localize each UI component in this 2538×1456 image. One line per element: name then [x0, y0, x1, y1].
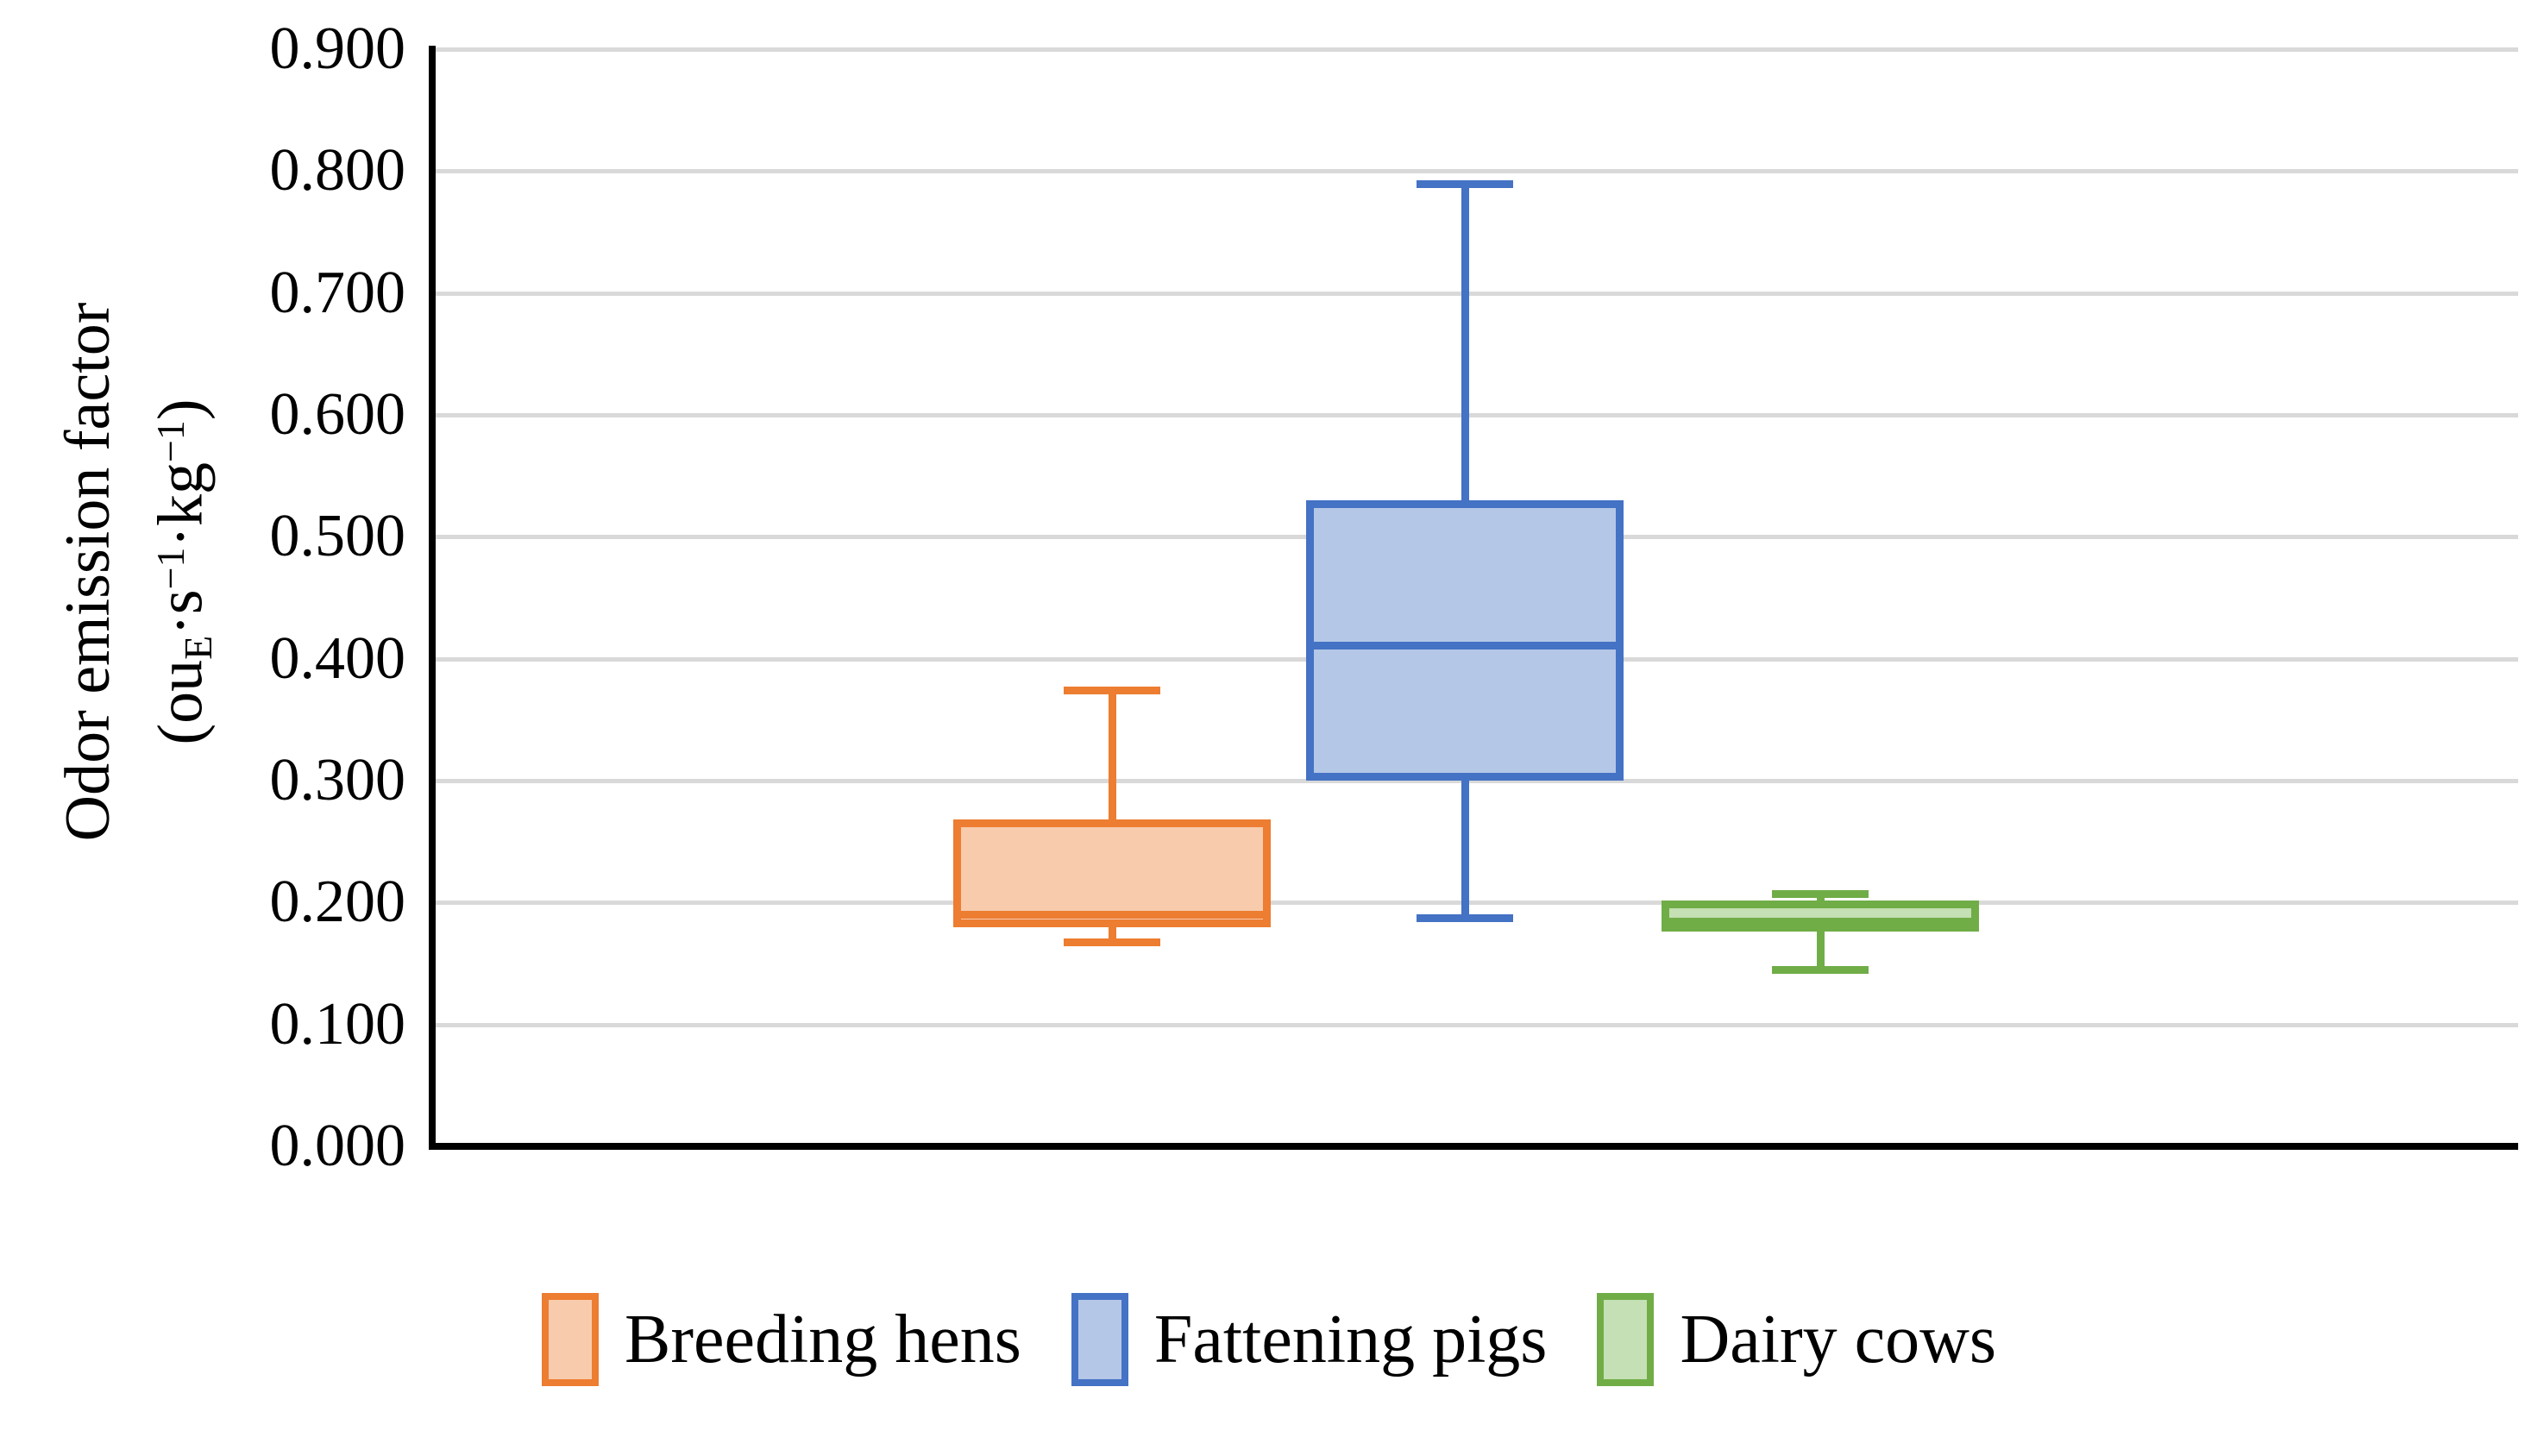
- gridline-0.800: [432, 169, 2518, 174]
- upper-whisker-cap-breeding-hens: [1064, 686, 1160, 694]
- gridline-0.700: [432, 291, 2518, 296]
- y-tick-label-0.800: 0.800: [269, 137, 406, 204]
- y-tick-label-0.900: 0.900: [269, 16, 406, 82]
- upper-whisker-cap-dairy-cows: [1772, 889, 1869, 898]
- legend-item-fattening-pigs: Fattening pigs: [1071, 1292, 1548, 1387]
- box-breeding-hens: [953, 819, 1271, 927]
- upper-whisker-line-breeding-hens: [1108, 690, 1116, 820]
- legend-swatch-breeding-hens: [542, 1293, 599, 1386]
- plot-area: [432, 47, 2518, 1146]
- y-tick-label-0.600: 0.600: [269, 381, 406, 448]
- gridline-0.200: [432, 901, 2518, 906]
- legend-swatch-dairy-cows: [1597, 1293, 1655, 1386]
- lower-whisker-line-fattening-pigs: [1461, 781, 1469, 919]
- gridline-0.300: [432, 779, 2518, 783]
- y-tick-label-0.400: 0.400: [269, 624, 406, 692]
- upper-whisker-cap-fattening-pigs: [1417, 180, 1513, 189]
- x-axis-line: [429, 1143, 2518, 1150]
- y-tick-label-0.700: 0.700: [269, 259, 406, 326]
- legend-label-fattening-pigs: Fattening pigs: [1153, 1302, 1548, 1378]
- median-line-dairy-cows: [1669, 918, 1971, 926]
- y-tick-label-0.000: 0.000: [269, 1113, 406, 1179]
- legend-label-dairy-cows: Dairy cows: [1680, 1302, 1996, 1378]
- legend: Breeding hens Fattening pigs Dairy cows: [0, 1292, 2538, 1387]
- gridline-0.600: [432, 413, 2518, 417]
- gridline-0.900: [432, 47, 2518, 52]
- y-tick-label-0.500: 0.500: [269, 503, 406, 570]
- upper-whisker-line-fattening-pigs: [1461, 184, 1469, 500]
- box-fattening-pigs: [1306, 499, 1624, 781]
- y-axis-line: [429, 46, 436, 1150]
- lower-whisker-line-dairy-cows: [1816, 932, 1825, 970]
- y-tick-label-0.300: 0.300: [269, 747, 406, 813]
- box-dairy-cows: [1662, 900, 1979, 932]
- y-tick-label-0.200: 0.200: [269, 869, 406, 936]
- lower-whisker-cap-fattening-pigs: [1417, 914, 1513, 923]
- median-line-fattening-pigs: [1314, 641, 1616, 650]
- lower-whisker-cap-breeding-hens: [1064, 938, 1160, 947]
- lower-whisker-cap-dairy-cows: [1772, 965, 1869, 974]
- legend-item-breeding-hens: Breeding hens: [542, 1292, 1021, 1387]
- lower-whisker-line-breeding-hens: [1108, 926, 1116, 943]
- median-line-breeding-hens: [961, 910, 1263, 919]
- legend-item-dairy-cows: Dairy cows: [1597, 1292, 1996, 1387]
- legend-label-breeding-hens: Breeding hens: [625, 1302, 1021, 1378]
- y-tick-label-0.100: 0.100: [269, 990, 406, 1057]
- legend-swatch-fattening-pigs: [1071, 1293, 1128, 1386]
- gridline-0.100: [432, 1022, 2518, 1027]
